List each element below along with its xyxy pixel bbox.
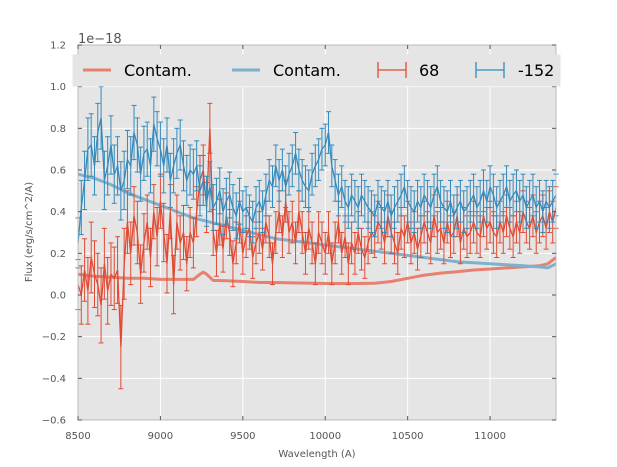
y-tick-label: 1.0 (50, 82, 66, 93)
y-tick-label: 1.2 (50, 41, 66, 52)
legend-label: Contam. (124, 61, 192, 80)
plot-frame (77, 44, 557, 421)
legend-entry: Contam. (232, 61, 341, 80)
legend-entry: -152 (475, 61, 554, 80)
y-tick-label: 0.8 (50, 124, 66, 135)
x-axis: 8500 9000 9500 10000 10500 11000 (65, 45, 506, 442)
y-tick-label: −0.6 (42, 416, 66, 427)
series-line-68 (77, 128, 557, 348)
series--152 (75, 86, 559, 269)
y-tick-label: 0.6 (50, 166, 66, 177)
y-tick-label: −0.2 (42, 332, 66, 343)
y-axis-label: Flux (erg/s/cm^2/A) (24, 182, 35, 282)
x-tick-label: 10000 (309, 431, 341, 442)
legend-entry: 68 (377, 61, 439, 80)
contam-line-1 (77, 256, 557, 285)
x-tick-label: 8500 (65, 431, 90, 442)
legend: Contam. Contam. 68 -152 (72, 54, 561, 87)
y-tick-label: 0.2 (50, 249, 66, 260)
y-offset-label: 1e−18 (78, 32, 122, 47)
series-line--152 (77, 117, 557, 243)
x-tick-label: 11000 (474, 431, 506, 442)
x-tick-label: 9500 (230, 431, 255, 442)
legend-label: -152 (518, 61, 554, 80)
legend-label: 68 (419, 61, 439, 80)
y-tick-label: 0.0 (50, 291, 66, 302)
legend-label: Contam. (273, 61, 341, 80)
x-tick-label: 9000 (148, 431, 173, 442)
y-tick-label: −0.4 (42, 374, 66, 385)
y-axis: −0.6 −0.4 −0.2 0.0 0.2 0.4 0.6 0.8 1.0 1.2 (42, 41, 556, 427)
legend-entry: Contam. (83, 61, 192, 80)
plot-background (78, 45, 556, 420)
y-tick-label: 0.4 (50, 207, 66, 218)
x-tick-label: 10500 (392, 431, 424, 442)
x-axis-label: Wavelength (A) (278, 449, 355, 460)
